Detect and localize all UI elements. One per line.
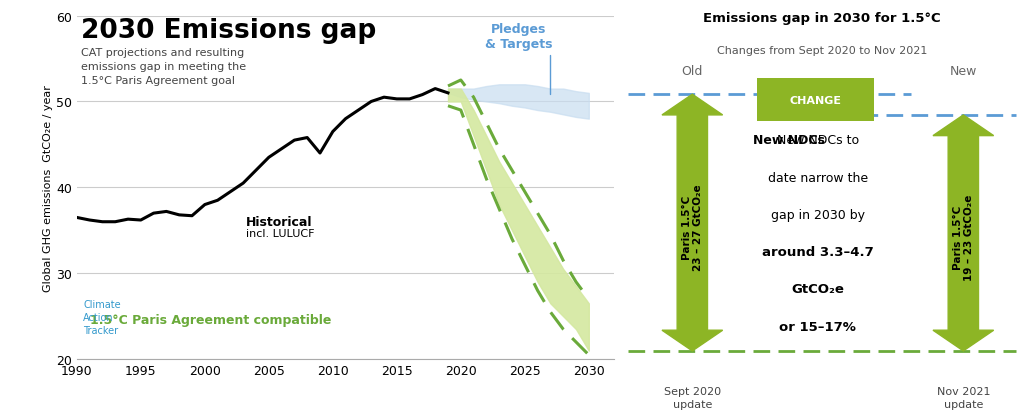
Text: New NDCs: New NDCs (754, 134, 825, 147)
Text: Nov 2021
update: Nov 2021 update (937, 386, 990, 409)
Text: CAT projections and resulting
emissions gap in meeting the
1.5°C Paris Agreement: CAT projections and resulting emissions … (81, 48, 246, 86)
Text: date narrow the: date narrow the (768, 171, 867, 184)
Text: around 3.3–4.7: around 3.3–4.7 (762, 245, 873, 259)
Text: Pledges
& Targets: Pledges & Targets (484, 23, 552, 95)
Polygon shape (662, 95, 723, 351)
Text: Changes from Sept 2020 to Nov 2021: Changes from Sept 2020 to Nov 2021 (717, 45, 927, 55)
Text: incl. LULUCF: incl. LULUCF (246, 228, 314, 238)
Text: New NDCs to: New NDCs to (776, 134, 859, 147)
Text: Climate
Action
Tracker: Climate Action Tracker (83, 299, 121, 335)
Text: CHANGE: CHANGE (790, 95, 842, 105)
Polygon shape (933, 116, 993, 351)
FancyBboxPatch shape (757, 78, 874, 122)
Text: gap in 2030 by: gap in 2030 by (771, 208, 864, 221)
Text: Paris 1.5°C
23 – 27 GtCO₂e: Paris 1.5°C 23 – 27 GtCO₂e (682, 184, 703, 271)
Text: GtCO₂e: GtCO₂e (792, 282, 844, 296)
Y-axis label: Global GHG emissions  GtCO₂e / year: Global GHG emissions GtCO₂e / year (43, 85, 53, 291)
Text: 1.5°C Paris Agreement compatible: 1.5°C Paris Agreement compatible (90, 313, 331, 326)
Text: Sept 2020
update: Sept 2020 update (664, 386, 721, 409)
Text: New: New (949, 64, 977, 77)
Text: Old: Old (682, 64, 703, 77)
Text: or 15–17%: or 15–17% (779, 320, 856, 333)
Text: Emissions gap in 2030 for 1.5°C: Emissions gap in 2030 for 1.5°C (702, 12, 941, 25)
Text: 2030 Emissions gap: 2030 Emissions gap (81, 18, 376, 44)
Text: Paris 1.5°C
19 – 23 GtCO₂e: Paris 1.5°C 19 – 23 GtCO₂e (952, 195, 974, 280)
Text: Historical: Historical (246, 215, 312, 228)
